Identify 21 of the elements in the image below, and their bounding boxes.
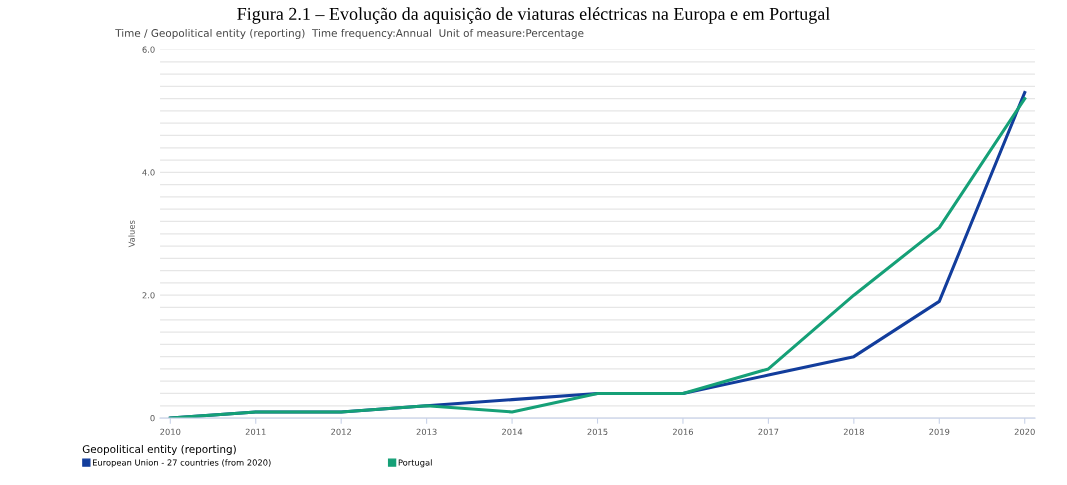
x-tick-label: 2016 — [672, 428, 694, 435]
legend-label: European Union - 27 countries (from 2020) — [93, 459, 271, 468]
chart-subtitle: Time / Geopolitical entity (reporting) Time frequency:Annual Unit of measure:Percentage — [115, 28, 584, 39]
x-tick-label: 2011 — [245, 428, 266, 435]
y-tick-label: 6.0 — [142, 46, 155, 53]
y-axis-title: Values — [128, 220, 135, 248]
x-tick-label: 2015 — [587, 428, 608, 435]
x-tick-label: 2018 — [843, 428, 864, 435]
legend-label: Portugal — [398, 459, 432, 468]
y-tick-label: 2.0 — [142, 292, 155, 299]
x-tick-label: 2013 — [416, 428, 437, 435]
x-tick-label: 2010 — [160, 428, 181, 435]
x-tick-label: 2017 — [758, 428, 779, 435]
x-tick-label: 2012 — [331, 428, 351, 435]
x-tick-label: 2014 — [502, 428, 523, 435]
y-tick-label: 0 — [150, 415, 155, 422]
legend-title: Geopolitical entity (reporting) — [82, 444, 236, 456]
x-tick-label: 2020 — [1014, 428, 1035, 435]
chart-title: Figura 2.1 – Evolução da aquisição de viaturas eléctricas na Europa e em Portugal — [237, 7, 830, 24]
y-tick-label: 4.0 — [142, 169, 155, 176]
x-tick-label: 2019 — [929, 428, 950, 435]
